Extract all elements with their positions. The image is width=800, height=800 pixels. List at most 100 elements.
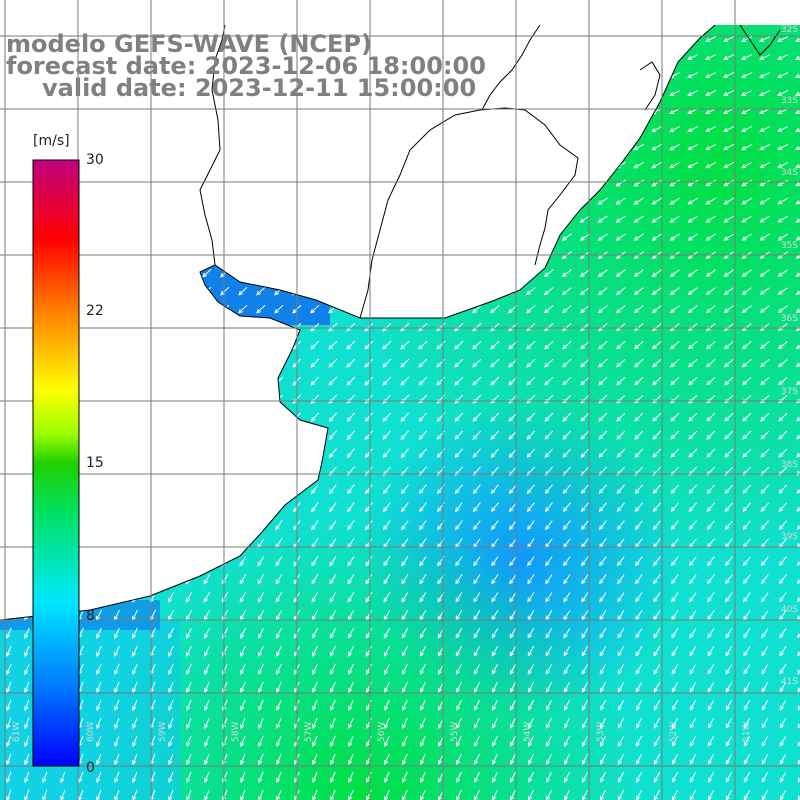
wind-arrow <box>651 179 662 187</box>
wind-arrow <box>402 699 408 712</box>
wind-arrow <box>364 430 373 441</box>
wind-arrow <box>257 538 265 549</box>
wind-arrow <box>779 664 787 675</box>
wind-arrow <box>78 771 84 784</box>
wind-arrow <box>545 520 553 531</box>
wind-arrow <box>705 287 716 295</box>
wind-arrow <box>633 197 644 205</box>
wind-arrow <box>671 753 679 765</box>
wind-arrow <box>348 699 354 712</box>
wind-arrow <box>580 341 590 350</box>
wind-arrow <box>328 358 338 368</box>
wind-arrow <box>617 699 625 711</box>
wind-arrow <box>705 233 716 241</box>
wind-arrow <box>222 663 228 676</box>
wind-arrow <box>456 789 462 800</box>
wind-arrow <box>528 699 534 711</box>
wind-arrow <box>365 645 373 657</box>
wind-arrow <box>114 735 120 748</box>
wind-arrow <box>777 126 789 132</box>
wind-arrow <box>348 663 354 675</box>
wind-arrow <box>580 358 590 368</box>
wind-arrow <box>653 628 661 639</box>
wind-arrow <box>510 681 516 693</box>
wind-arrow <box>6 753 12 766</box>
wind-arrow <box>490 340 500 350</box>
wind-arrow <box>687 179 698 187</box>
wind-arrow <box>258 789 264 800</box>
wind-arrow <box>24 789 30 800</box>
wind-arrow <box>688 376 698 386</box>
wind-arrow <box>400 430 409 441</box>
wind-arrow <box>562 376 572 386</box>
wind-arrow <box>670 484 679 494</box>
wind-arrow <box>383 520 391 531</box>
colorbar-gradient <box>32 159 80 767</box>
wind-arrow <box>348 753 354 765</box>
wind-arrow <box>760 484 770 494</box>
wind-arrow <box>633 269 644 277</box>
wind-arrow <box>705 72 717 78</box>
wind-arrow <box>707 592 715 603</box>
wind-arrow <box>526 430 536 440</box>
wind-arrow <box>114 789 120 800</box>
wind-arrow <box>311 627 319 639</box>
wind-arrow <box>473 592 481 603</box>
wind-arrow <box>635 663 643 675</box>
wind-arrow <box>6 681 12 694</box>
wind-arrow <box>742 520 751 531</box>
wind-arrow <box>761 753 769 765</box>
wind-arrow <box>456 735 462 748</box>
wind-arrow <box>24 627 30 640</box>
wind-arrow <box>222 627 228 639</box>
wind-arrow <box>724 484 734 494</box>
colorbar-unit: [m/s] <box>33 133 70 149</box>
wind-arrow <box>759 161 771 169</box>
wind-arrow <box>527 681 535 693</box>
wind-arrow <box>365 502 373 513</box>
lat-label-32s: 32S <box>780 25 798 35</box>
wind-arrow <box>741 233 752 241</box>
wind-arrow <box>330 771 336 784</box>
wind-arrow <box>24 735 30 748</box>
wind-arrow <box>794 36 800 42</box>
wind-arrow <box>581 628 589 639</box>
wind-arrow <box>490 394 500 404</box>
lat-label-35s: 35S <box>780 241 798 251</box>
wind-arrow <box>582 735 588 747</box>
wind-arrow <box>455 627 463 639</box>
wind-arrow <box>402 789 408 800</box>
wind-arrow <box>564 753 570 765</box>
wind-arrow <box>706 359 716 368</box>
wind-arrow <box>795 179 800 187</box>
wind-arrow <box>490 358 500 368</box>
wind-arrow <box>725 646 733 657</box>
wind-arrow <box>114 663 120 676</box>
wind-arrow <box>364 358 374 368</box>
wind-arrow <box>454 448 463 459</box>
wind-arrow <box>366 663 372 675</box>
wind-arrow <box>742 502 751 513</box>
wind-arrow <box>599 556 607 567</box>
wind-arrow <box>795 305 800 313</box>
wind-arrow <box>186 663 192 676</box>
wind-arrow <box>204 771 210 784</box>
wind-arrow <box>204 699 210 712</box>
wind-arrow <box>329 484 337 495</box>
wind-arrow <box>777 287 788 295</box>
wind-arrow <box>473 645 481 657</box>
wind-arrow <box>382 358 392 368</box>
lat-label-40s: 40S <box>780 605 798 615</box>
wind-arrow <box>669 179 680 187</box>
wind-arrow <box>563 681 571 693</box>
wind-arrow <box>473 520 481 531</box>
wind-arrow <box>758 72 771 78</box>
wind-arrow <box>651 269 662 277</box>
wind-arrow <box>491 645 499 657</box>
wind-arrow <box>687 215 698 223</box>
wind-arrow <box>671 592 679 603</box>
wind-arrow <box>758 90 771 96</box>
wind-arrow <box>168 645 174 658</box>
wind-arrow <box>653 592 661 603</box>
wind-arrow <box>258 681 264 693</box>
